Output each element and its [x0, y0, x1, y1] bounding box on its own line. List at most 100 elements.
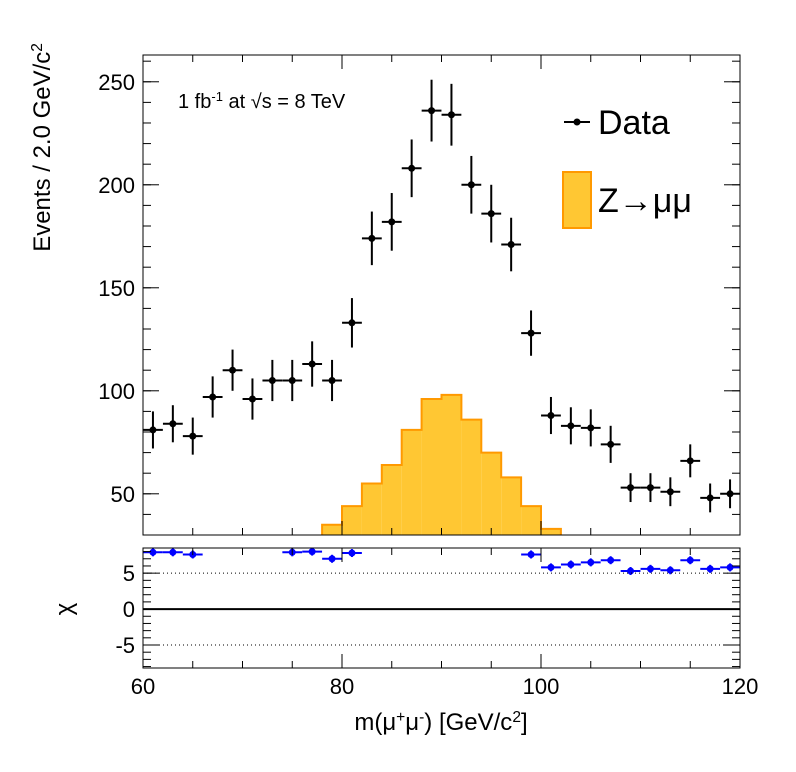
histogram-bar	[660, 535, 680, 597]
histogram-bar	[282, 535, 302, 597]
chi-point	[666, 566, 674, 574]
y-axis-label: Events / 2.0 GeV/c2	[29, 43, 57, 252]
superscript: -1	[211, 89, 223, 104]
text-part: μ	[405, 709, 419, 736]
chi-point	[726, 563, 734, 571]
histogram-bar	[501, 477, 522, 535]
data-point	[189, 432, 197, 440]
histogram-bar	[163, 535, 183, 597]
data-point	[328, 376, 336, 384]
data-point	[646, 484, 654, 492]
chi-point	[607, 556, 615, 564]
frame	[142, 54, 741, 536]
superscript: 2	[29, 43, 46, 52]
x-tick-label: 80	[330, 674, 354, 699]
data-point	[428, 107, 436, 115]
histogram-bar	[361, 483, 382, 535]
text-part: m(μ	[354, 709, 396, 736]
histogram-bar	[381, 464, 402, 535]
histogram-bar	[223, 535, 243, 597]
y-tick-label: 0	[123, 597, 135, 622]
data-point	[547, 412, 555, 420]
x-tick-label: 60	[131, 674, 155, 699]
histogram-bar	[621, 535, 641, 597]
data-point	[487, 210, 495, 218]
data-point	[149, 426, 157, 434]
text-part: ]	[521, 709, 528, 736]
data-point	[408, 164, 416, 172]
data-point	[627, 484, 635, 492]
chi-point	[627, 567, 635, 575]
data-point	[229, 366, 237, 374]
data-point	[467, 181, 475, 189]
legend-marker	[573, 118, 581, 126]
histogram-bar	[601, 535, 621, 597]
legend-label: Z→μμ	[598, 182, 692, 220]
y-tick-label: 100	[98, 379, 135, 404]
data-point	[587, 424, 595, 432]
histogram-bar	[243, 535, 263, 597]
text-part: at √s = 8 TeV	[223, 91, 346, 113]
y-tick-label: -5	[115, 633, 135, 658]
chi-point	[328, 555, 336, 563]
histogram-bar	[680, 535, 700, 597]
data-point	[706, 494, 714, 502]
chi-point	[527, 550, 535, 558]
histogram-bar	[481, 452, 502, 535]
superscript: -	[419, 709, 424, 726]
x-tick-label: 120	[722, 674, 759, 699]
plot-area	[143, 548, 740, 575]
data-point	[607, 440, 615, 448]
data-point	[567, 422, 575, 430]
frame	[142, 547, 741, 669]
data-point	[527, 329, 535, 337]
histogram-bar	[541, 528, 561, 535]
data-point	[348, 319, 356, 327]
chi-point	[686, 556, 694, 564]
histogram-bar	[322, 524, 342, 535]
chi-point	[308, 548, 316, 556]
y-tick-label: 50	[111, 482, 135, 507]
data-point	[268, 376, 276, 384]
text-part: ) [GeV/c	[424, 709, 512, 736]
data-point	[447, 111, 455, 119]
histogram-bar	[203, 535, 223, 597]
histogram-bar	[401, 429, 422, 535]
y-tick-label: 250	[98, 70, 135, 95]
y-axis-label: χ	[51, 602, 78, 615]
superscript: +	[396, 709, 405, 726]
chi-point	[169, 548, 177, 556]
data-point	[368, 234, 376, 242]
data-point	[666, 488, 674, 496]
histogram-bar	[302, 535, 322, 597]
chi-point	[149, 548, 157, 556]
histogram-bar	[262, 535, 282, 597]
data-point	[507, 241, 515, 249]
legend-swatch	[562, 171, 592, 229]
x-axis-label: m(μ+μ-) [GeV/c2]	[354, 709, 527, 737]
histogram-outline	[321, 393, 562, 535]
x-tick-label: 100	[523, 674, 560, 699]
histogram-bar	[183, 535, 203, 597]
text-part: Events / 2.0 GeV/c	[29, 52, 56, 252]
chi-point	[547, 563, 555, 571]
text-part: χ	[51, 602, 78, 615]
text-part: 1 fb	[178, 91, 211, 113]
data-point	[686, 457, 694, 465]
data-point	[209, 393, 217, 401]
data-point	[308, 360, 316, 368]
data-point	[169, 420, 177, 428]
histogram-bar	[521, 506, 541, 535]
plot-area	[143, 79, 740, 597]
data-point	[388, 218, 396, 226]
y-tick-label: 5	[123, 561, 135, 586]
chi-point	[646, 565, 654, 573]
chi-point	[706, 565, 714, 573]
y-tick-label: 200	[98, 173, 135, 198]
data-point	[288, 376, 296, 384]
chi-point	[567, 561, 575, 569]
chi-point	[348, 549, 356, 557]
chi-point	[587, 558, 595, 566]
histogram-bar	[421, 399, 442, 535]
data-point	[248, 395, 256, 403]
